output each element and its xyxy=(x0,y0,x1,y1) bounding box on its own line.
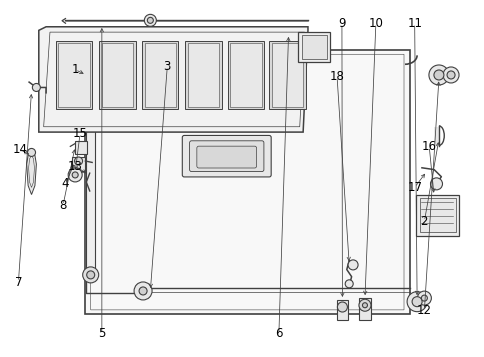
Circle shape xyxy=(32,84,40,91)
Circle shape xyxy=(433,70,443,80)
Text: 10: 10 xyxy=(368,17,382,30)
Circle shape xyxy=(75,157,82,165)
Circle shape xyxy=(337,302,347,312)
Circle shape xyxy=(428,65,448,85)
Circle shape xyxy=(430,178,441,190)
Circle shape xyxy=(28,149,35,156)
Circle shape xyxy=(345,280,352,288)
FancyBboxPatch shape xyxy=(197,146,256,168)
Bar xyxy=(86,130,95,280)
Text: 3: 3 xyxy=(163,60,171,72)
Bar xyxy=(142,41,178,109)
Text: 9: 9 xyxy=(337,17,345,30)
Text: 12: 12 xyxy=(416,304,431,317)
Text: 11: 11 xyxy=(407,17,421,30)
Text: 17: 17 xyxy=(407,181,421,194)
Circle shape xyxy=(83,267,98,283)
Bar xyxy=(298,32,329,62)
Bar xyxy=(75,141,87,154)
FancyBboxPatch shape xyxy=(189,141,263,172)
Circle shape xyxy=(417,291,430,305)
Bar xyxy=(336,300,347,320)
Circle shape xyxy=(411,297,421,307)
Bar xyxy=(58,43,90,107)
Polygon shape xyxy=(85,50,409,314)
Circle shape xyxy=(406,292,426,312)
Text: 8: 8 xyxy=(59,199,67,212)
Bar xyxy=(187,43,219,107)
Bar xyxy=(269,41,305,109)
Circle shape xyxy=(358,299,370,311)
Bar xyxy=(72,157,85,171)
Text: 6: 6 xyxy=(274,327,282,340)
Circle shape xyxy=(134,282,152,300)
Text: 15: 15 xyxy=(73,127,87,140)
Polygon shape xyxy=(39,27,307,132)
Bar xyxy=(227,41,264,109)
Text: 18: 18 xyxy=(329,70,344,83)
Text: 5: 5 xyxy=(98,327,106,340)
Circle shape xyxy=(446,71,454,79)
Circle shape xyxy=(144,14,156,26)
Bar xyxy=(230,43,261,107)
Bar xyxy=(301,35,326,59)
Circle shape xyxy=(442,67,458,83)
Text: 14: 14 xyxy=(13,144,28,156)
Bar xyxy=(56,41,92,109)
Text: 1: 1 xyxy=(71,63,79,76)
Circle shape xyxy=(139,287,147,295)
Circle shape xyxy=(147,17,153,23)
Bar xyxy=(185,41,221,109)
Text: 4: 4 xyxy=(61,177,69,190)
Bar xyxy=(433,127,438,145)
Bar xyxy=(144,43,176,107)
Bar xyxy=(271,43,302,107)
Bar xyxy=(415,195,458,236)
FancyBboxPatch shape xyxy=(182,135,271,177)
Polygon shape xyxy=(27,152,36,195)
Circle shape xyxy=(421,295,426,301)
Bar xyxy=(102,43,133,107)
Circle shape xyxy=(87,271,94,279)
Text: 7: 7 xyxy=(15,276,22,288)
Text: 2: 2 xyxy=(420,215,427,228)
Circle shape xyxy=(362,303,367,308)
Bar xyxy=(419,198,455,232)
Circle shape xyxy=(72,172,78,178)
Circle shape xyxy=(348,260,357,270)
Bar xyxy=(99,41,136,109)
Bar xyxy=(358,298,370,320)
Text: 16: 16 xyxy=(421,140,436,153)
Circle shape xyxy=(68,168,82,182)
Text: 13: 13 xyxy=(68,160,82,172)
